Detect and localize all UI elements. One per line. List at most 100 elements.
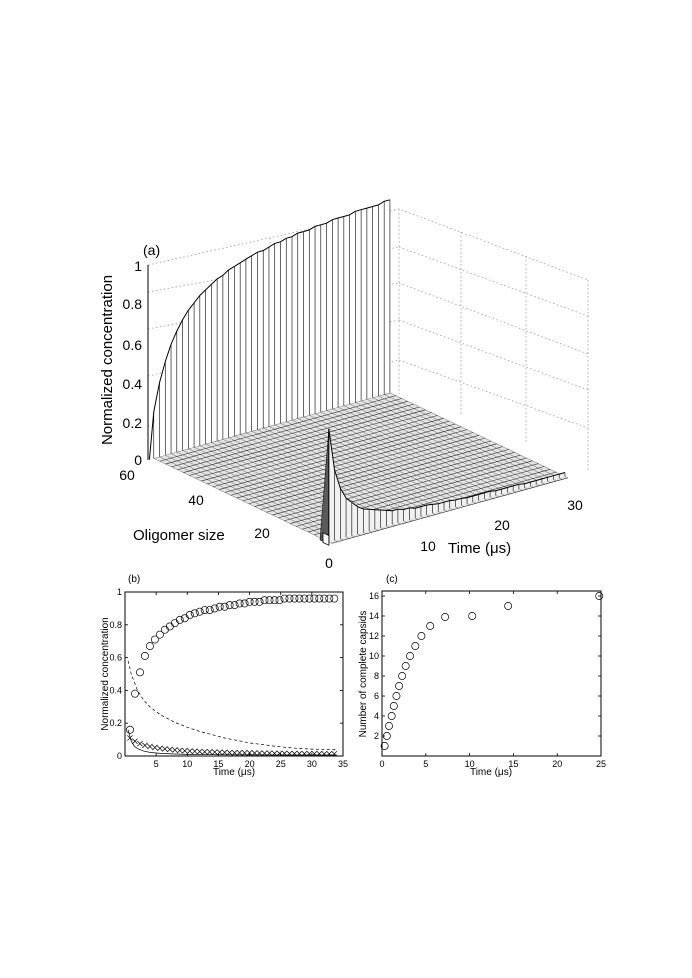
x-tick-label: 5 [154,759,159,769]
cross-point [311,750,318,757]
panel-b-marks [126,594,339,757]
cross-point [236,749,243,756]
floor-time-line [257,429,436,515]
floor-size-line [242,435,479,502]
y-tick-label: 12 [369,631,379,641]
circle-point [426,622,435,630]
cross-point [171,747,178,753]
circle-point [417,632,426,640]
circle-point [140,652,149,660]
circle-point [595,592,604,600]
y-tick-label: 16 [369,591,379,601]
floor-size-line [230,429,468,496]
floor-size-line [183,406,420,473]
circle-point [180,614,189,623]
circle-point [131,689,139,698]
floor-time-line [366,399,545,485]
floor-size-line [207,418,444,485]
x-tick-label: 35 [338,759,348,769]
floor-time-line [355,402,534,488]
circle-point [215,602,224,611]
circle-point [387,712,396,720]
circle-point [398,672,407,680]
circle-point [310,594,319,603]
x-tick-label: 20 [245,759,255,769]
x-tick-label: 25 [276,759,286,769]
floor-size-line [159,395,396,462]
cross-point [286,750,293,757]
floor-time-line [389,392,568,478]
cross-point [157,745,163,752]
dashed-curve [127,660,337,751]
floor-size-line [278,452,515,519]
cross-point [211,749,218,755]
floor-size-line [189,409,426,476]
cross-point [331,751,338,757]
x-tick-label: 10 [465,759,475,769]
panel-a-ylabel: Oligomer size [133,527,225,544]
circle-point [165,622,174,631]
y-tick-labels: 60 40 20 0 [119,467,333,571]
circle-point [395,682,404,690]
floor-time-line [170,453,350,539]
floor-time-line [378,395,557,482]
y-tick-label: 10 [369,651,379,661]
floor-size-line [177,403,414,470]
floor-size-line [260,443,497,510]
circle-point [200,606,209,614]
floor-time-line [286,421,465,507]
floor-time-line [268,426,448,512]
floor-size-line [171,401,408,468]
x-tick-20: 20 [494,517,510,533]
circle-point [330,594,339,603]
cross-point [221,749,228,756]
panel-c-ticks: 0 5 10 15 20 25 2 4 6 8 10 12 14 16 [369,591,606,769]
back-surface-fill [149,199,390,460]
floor-size-line [195,412,432,479]
circle-point [325,594,334,603]
circle-point [280,594,289,603]
panel-a-surface-plot: 0 0.2 0.4 0.6 0.8 1 Normalized concentra… [99,199,589,571]
right-wall-zgrid [398,246,589,429]
z-tick-0.4: 0.4 [123,376,143,392]
panel-a-label: (a) [143,242,160,258]
circle-point [245,597,254,606]
circle-point [126,725,134,734]
circle-point [170,619,179,628]
circle-point [401,662,410,670]
y-tick-label: 6 [374,691,379,701]
cross-point [326,751,333,757]
circle-point [205,606,214,614]
floor-time-line [314,413,494,499]
circle-point [190,609,199,618]
x-tick-label: 10 [182,759,192,769]
back-curve-line [148,199,391,460]
circle-point [270,596,279,605]
circle-point [468,612,477,620]
circle-point [175,615,184,624]
y-tick-20: 20 [254,525,270,541]
floor-time-line [361,400,540,486]
cross-point [142,742,148,749]
x-tick-label: 15 [508,759,518,769]
floor-size-line [218,423,456,490]
cross-point [316,750,323,757]
cross-point [216,749,223,756]
panel-c-ylabel: Number of complete capsids [358,611,369,738]
circle-point [389,702,398,710]
x-tick-label: 25 [596,759,606,769]
panel-a-oligomer-60-curve [148,199,391,460]
floor-time-line [280,423,459,509]
floor-time-line [274,424,453,510]
panel-b-ticks: 5 10 15 20 25 30 35 0 0.2 0.4 0.6 0.8 1 [109,587,348,769]
circle-point [240,599,249,608]
panel-c-axes-box [381,590,602,757]
circle-point [235,599,244,608]
circle-point [255,597,264,606]
circle-point [305,594,314,603]
panel-b-scatter-plot: 5 10 15 20 25 30 35 0 0.2 0.4 0.6 0.8 1 (b) Time (μs… [100,574,348,778]
cross-point [321,751,328,757]
floor-time-line [291,419,471,506]
y-tick-label: 0.8 [109,620,122,630]
floor-size-line [331,477,568,544]
